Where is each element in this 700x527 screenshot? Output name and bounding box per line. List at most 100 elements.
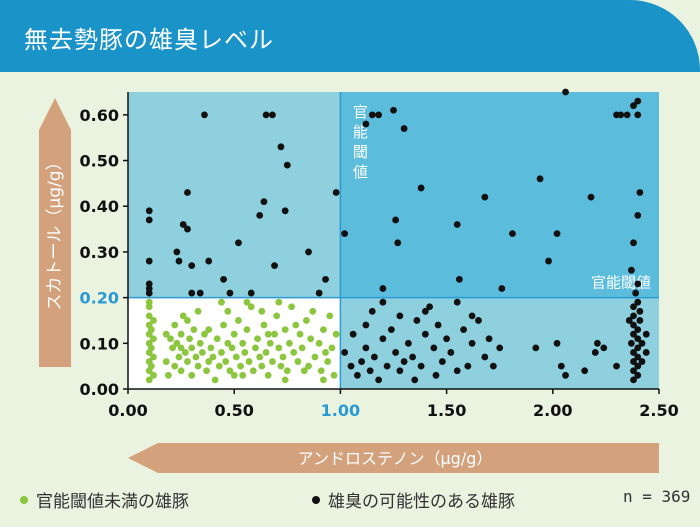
green-point [307,335,315,343]
black-point [145,207,153,215]
black-point [464,362,472,370]
black-point [481,353,489,361]
green-point [211,376,219,384]
green-point [277,362,285,370]
legend-item-black: 雄臭の可能性のある雄豚 [312,487,515,512]
black-point [636,307,644,315]
black-point [262,111,270,119]
black-point [453,221,461,228]
green-point [256,353,264,361]
green-point [239,371,247,379]
black-point [562,371,569,379]
legend: 官能閾値未満の雄豚 雄臭の可能性のある雄豚 n = 369 [0,483,700,513]
green-point [207,344,215,352]
green-point [209,353,217,361]
green-point [286,339,293,347]
black-point [632,289,640,297]
green-point [230,330,238,338]
black-point [387,326,395,333]
green-point [320,326,327,333]
green-point [330,371,338,379]
black-point [630,349,637,356]
y-tick-label: 0.50 [80,152,119,171]
black-point [453,298,461,306]
black-point [396,312,404,320]
black-point [594,339,601,347]
threshold-label-vertical-char: 官 [353,103,368,121]
green-point [309,307,317,315]
black-point [545,257,552,265]
green-point [296,330,304,338]
black-point [600,344,608,352]
green-point [320,376,327,384]
black-point [634,344,642,352]
green-point [175,353,183,361]
black-point [201,111,208,119]
green-point [190,326,198,333]
green-point [205,326,213,333]
black-point [305,248,312,256]
green-point [162,330,170,338]
black-point [184,189,191,196]
green-point [283,367,291,375]
black-point [481,193,489,201]
green-point [258,307,266,315]
green-point [194,307,202,315]
green-point [145,312,153,320]
black-point [455,275,463,283]
black-point [383,362,391,370]
green-point [177,344,185,352]
green-point [171,321,179,329]
black-point [179,221,187,228]
black-point [390,106,397,114]
green-point [203,367,210,375]
black-point [447,349,455,356]
green-point [264,371,272,379]
black-point [496,344,504,352]
page-title: 無去勢豚の雄臭レベル [24,26,274,54]
green-point [303,317,310,324]
green-point [294,358,302,365]
green-dot-icon [20,496,28,504]
green-point [169,344,177,352]
black-point [375,111,383,119]
black-point [175,257,183,265]
axes: 0.00 0.10 0.20 0.30 0.40 0.50 0.60 0.00 0.50 1.00… [80,92,679,420]
green-point [275,344,283,352]
black-point [468,339,476,347]
y-tick-label: 0.60 [80,106,119,125]
green-point [194,362,202,370]
black-point [630,358,637,365]
green-point [235,317,242,324]
black-point [379,335,387,343]
green-point [324,358,332,365]
y-axis-label: スカトール（μg/g） [45,153,65,310]
black-point [630,367,637,375]
green-point [145,376,153,384]
y-tick-label: 0.00 [80,380,119,399]
green-point [145,298,153,306]
black-point [220,275,227,283]
threshold-label-horizontal: 官能閾値 [591,274,651,292]
green-point [260,321,268,329]
black-point [379,285,387,292]
black-point [269,111,276,119]
black-point [532,344,540,352]
black-point [438,358,446,365]
region-upper-left [128,92,341,298]
green-point [317,367,325,375]
sample-count: n = 369 [623,487,691,506]
black-point [638,358,646,365]
black-dot-icon [312,496,320,504]
green-point [184,317,191,324]
black-point [623,111,631,119]
black-point [498,285,506,292]
black-point [634,362,642,370]
black-point [634,371,642,379]
black-point [509,230,516,238]
green-point [228,344,236,352]
green-point [258,362,266,370]
black-point [184,225,191,233]
black-point [358,358,366,365]
green-point [150,335,157,343]
